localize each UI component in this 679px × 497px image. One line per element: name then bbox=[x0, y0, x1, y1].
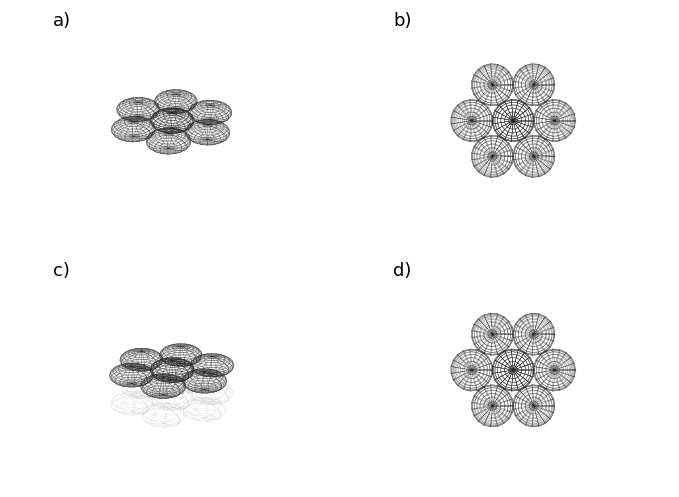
Text: a): a) bbox=[53, 12, 71, 30]
Text: c): c) bbox=[53, 261, 69, 280]
Text: d): d) bbox=[394, 261, 412, 280]
Text: b): b) bbox=[394, 12, 412, 30]
